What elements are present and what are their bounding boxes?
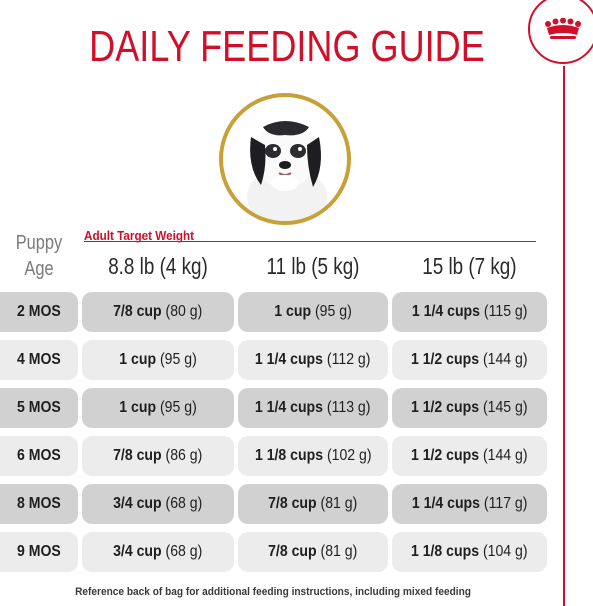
- amount-cell: 1 1/2 cups (145 g): [392, 388, 547, 428]
- crown-icon: [545, 18, 581, 39]
- footnote: Reference back of bag for additional fee…: [75, 586, 471, 598]
- amount-cell: 7/8 cup (80 g): [82, 292, 234, 332]
- page-title: DAILY FEEDING GUIDE: [89, 22, 485, 71]
- column-header-5kg: 11 lb (5 kg): [266, 253, 360, 279]
- age-cell: 9 MOS: [0, 532, 78, 572]
- age-cell: 2 MOS: [0, 292, 78, 332]
- amount-cell: 3/4 cup (68 g): [82, 484, 234, 524]
- age-cell: 5 MOS: [0, 388, 78, 428]
- amount-cell: 1 cup (95 g): [82, 388, 234, 428]
- age-header-line2: Age: [24, 258, 54, 280]
- amount-cell: 1 1/8 cups (102 g): [238, 436, 388, 476]
- amount-cell: 7/8 cup (81 g): [238, 532, 388, 572]
- amount-cell: 3/4 cup (68 g): [82, 532, 234, 572]
- amount-cell: 1 cup (95 g): [238, 292, 388, 332]
- puppy-photo: [219, 93, 351, 225]
- amount-cell: 7/8 cup (86 g): [82, 436, 234, 476]
- amount-cell: 1 cup (95 g): [82, 340, 234, 380]
- table-row: 4 MOS 1 cup (95 g) 1 1/4 cups (112 g) 1 …: [0, 340, 547, 380]
- table-row: 9 MOS 3/4 cup (68 g) 7/8 cup (81 g) 1 1/…: [0, 532, 547, 572]
- age-cell: 6 MOS: [0, 436, 78, 476]
- amount-cell: 7/8 cup (81 g): [238, 484, 388, 524]
- amount-cell: 1 1/8 cups (104 g): [392, 532, 547, 572]
- table-row: 8 MOS 3/4 cup (68 g) 7/8 cup (81 g) 1 1/…: [0, 484, 547, 524]
- target-weight-rule: [84, 241, 536, 242]
- amount-cell: 1 1/2 cups (144 g): [392, 436, 547, 476]
- table-row: 2 MOS 7/8 cup (80 g) 1 cup (95 g) 1 1/4 …: [0, 292, 547, 332]
- brand-divider-line: [563, 66, 565, 606]
- age-header-line1: Puppy: [15, 232, 63, 254]
- amount-cell: 1 1/4 cups (115 g): [392, 292, 547, 332]
- crown-badge: [528, 0, 593, 64]
- column-header-4kg: 8.8 lb (4 kg): [108, 253, 208, 279]
- amount-cell: 1 1/4 cups (117 g): [392, 484, 547, 524]
- column-header-7kg: 15 lb (7 kg): [422, 253, 517, 279]
- puppy-age-header: Puppy Age: [7, 230, 71, 282]
- age-cell: 8 MOS: [0, 484, 78, 524]
- age-cell: 4 MOS: [0, 340, 78, 380]
- amount-cell: 1 1/2 cups (144 g): [392, 340, 547, 380]
- amount-cell: 1 1/4 cups (112 g): [238, 340, 388, 380]
- amount-cell: 1 1/4 cups (113 g): [238, 388, 388, 428]
- table-row: 6 MOS 7/8 cup (86 g) 1 1/8 cups (102 g) …: [0, 436, 547, 476]
- table-row: 5 MOS 1 cup (95 g) 1 1/4 cups (113 g) 1 …: [0, 388, 547, 428]
- adult-target-weight-label: Adult Target Weight: [84, 228, 195, 243]
